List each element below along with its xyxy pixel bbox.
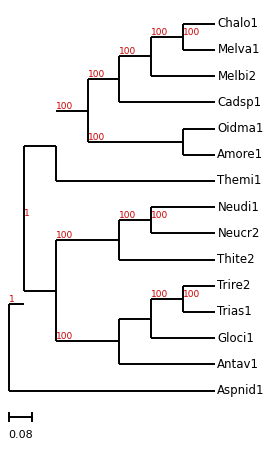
Text: Antav1: Antav1 [217,358,259,371]
Text: Trias1: Trias1 [217,305,252,318]
Text: Aspnid1: Aspnid1 [217,384,265,397]
Text: Neucr2: Neucr2 [217,227,260,240]
Text: 1: 1 [24,209,30,218]
Text: 100: 100 [183,28,200,37]
Text: 100: 100 [56,101,73,110]
Text: 100: 100 [56,231,73,240]
Text: 100: 100 [119,211,137,220]
Text: 100: 100 [151,28,169,37]
Text: 100: 100 [183,290,200,299]
Text: Chalo1: Chalo1 [217,17,258,30]
Text: 100: 100 [56,332,73,341]
Text: 100: 100 [88,133,105,142]
Text: 1: 1 [9,295,14,304]
Text: Gloci1: Gloci1 [217,331,254,345]
Text: Trire2: Trire2 [217,279,251,292]
Text: Neudi1: Neudi1 [217,201,259,214]
Text: 0.08: 0.08 [9,430,33,440]
Text: Themi1: Themi1 [217,175,262,188]
Text: Oidma1: Oidma1 [217,122,264,135]
Text: 100: 100 [151,290,169,299]
Text: Cadsp1: Cadsp1 [217,96,261,109]
Text: Thite2: Thite2 [217,253,255,266]
Text: 100: 100 [88,70,105,79]
Text: 100: 100 [119,47,137,56]
Text: Melbi2: Melbi2 [217,69,256,83]
Text: 100: 100 [151,211,169,220]
Text: Melva1: Melva1 [217,43,260,56]
Text: Amore1: Amore1 [217,148,264,161]
